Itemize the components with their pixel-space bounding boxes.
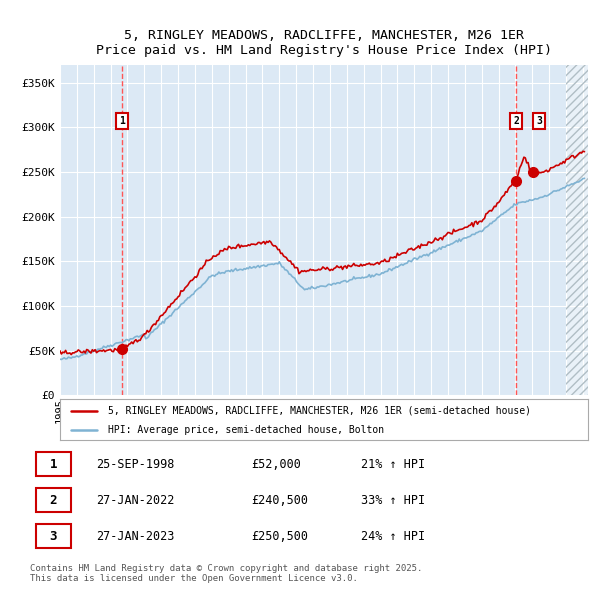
Text: 5, RINGLEY MEADOWS, RADCLIFFE, MANCHESTER, M26 1ER (semi-detached house): 5, RINGLEY MEADOWS, RADCLIFFE, MANCHESTE… — [107, 406, 530, 416]
Text: 3: 3 — [50, 530, 57, 543]
Text: 21% ↑ HPI: 21% ↑ HPI — [361, 458, 425, 471]
FancyBboxPatch shape — [35, 525, 71, 548]
Bar — [566, 65, 592, 395]
FancyBboxPatch shape — [35, 489, 71, 512]
Text: 24% ↑ HPI: 24% ↑ HPI — [361, 530, 425, 543]
Text: 25-SEP-1998: 25-SEP-1998 — [96, 458, 175, 471]
Text: 3: 3 — [536, 116, 542, 126]
Text: HPI: Average price, semi-detached house, Bolton: HPI: Average price, semi-detached house,… — [107, 425, 383, 434]
Text: 27-JAN-2023: 27-JAN-2023 — [96, 530, 175, 543]
Bar — [566, 65, 592, 395]
Text: Contains HM Land Registry data © Crown copyright and database right 2025.
This d: Contains HM Land Registry data © Crown c… — [30, 563, 422, 583]
Text: 27-JAN-2022: 27-JAN-2022 — [96, 494, 175, 507]
Title: 5, RINGLEY MEADOWS, RADCLIFFE, MANCHESTER, M26 1ER
Price paid vs. HM Land Regist: 5, RINGLEY MEADOWS, RADCLIFFE, MANCHESTE… — [96, 29, 552, 57]
Text: 1: 1 — [119, 116, 125, 126]
Text: £52,000: £52,000 — [251, 458, 301, 471]
Text: £240,500: £240,500 — [251, 494, 308, 507]
FancyBboxPatch shape — [35, 453, 71, 476]
Text: 2: 2 — [50, 494, 57, 507]
Text: 33% ↑ HPI: 33% ↑ HPI — [361, 494, 425, 507]
Text: 2: 2 — [513, 116, 519, 126]
Text: 1: 1 — [50, 458, 57, 471]
Text: £250,500: £250,500 — [251, 530, 308, 543]
